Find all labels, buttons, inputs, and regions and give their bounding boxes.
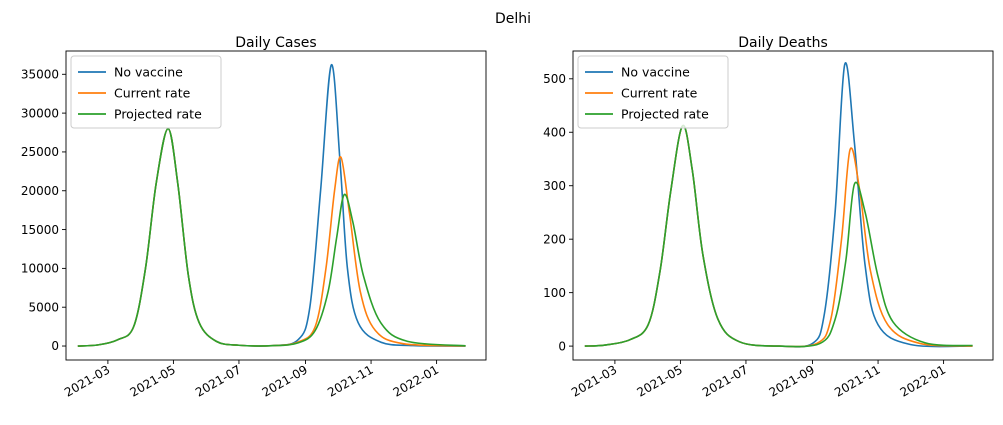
y-tick-label-cases: 10000 (21, 262, 59, 276)
x-tick-label-deaths: 2021-07 (700, 362, 750, 399)
plot-frame-cases (65, 50, 487, 361)
series-lines-deaths (584, 62, 973, 348)
y-tick-label-cases: 35000 (21, 67, 59, 81)
y-tick-label-cases: 5000 (28, 300, 59, 314)
x-tick-label-deaths: 2021-11 (832, 362, 882, 399)
x-tick-label-deaths: 2021-03 (569, 362, 619, 399)
y-tick-label-deaths: 100 (543, 286, 566, 300)
x-tick-label-cases: 2022-01 (391, 362, 441, 399)
y-tick-label-deaths: 300 (543, 179, 566, 193)
series-line-deaths-current-rate (584, 125, 973, 348)
x-tick-label-deaths: 2021-09 (767, 362, 817, 399)
x-tick-label-cases: 2021-07 (193, 362, 243, 399)
y-tick-label-cases: 15000 (21, 223, 59, 237)
y-tick-label-cases: 0 (51, 339, 59, 353)
x-tick-label-deaths: 2022-01 (898, 362, 948, 399)
x-tick-label-cases: 2021-09 (260, 362, 310, 399)
series-line-deaths-projected-rate (584, 125, 973, 348)
plot-frame-deaths (572, 50, 994, 361)
legend-cases: No vaccine Current rate Projected rate (70, 55, 222, 129)
y-tick-label-deaths: 500 (543, 72, 566, 86)
x-tick-label-deaths: 2021-05 (634, 362, 684, 399)
y-tick-label-cases: 25000 (21, 145, 59, 159)
chart-title-deaths: Daily Deaths (738, 35, 828, 51)
x-tick-label-cases: 2021-05 (127, 362, 177, 399)
series-line-cases-projected-rate (77, 127, 466, 347)
legend-label-deaths: No vaccine (621, 65, 690, 80)
figure-title: Delhi (495, 11, 531, 27)
legend-label-deaths: Projected rate (621, 107, 709, 122)
legend-label-deaths: Current rate (621, 86, 698, 101)
chart-title-cases: Daily Cases (235, 35, 316, 51)
series-lines-cases (77, 64, 466, 347)
y-tick-label-cases: 30000 (21, 106, 59, 120)
y-tick-label-deaths: 400 (543, 125, 566, 139)
y-tick-label-deaths: 0 (558, 339, 566, 353)
legend-label-cases: Projected rate (114, 107, 202, 122)
x-tick-label-cases: 2021-03 (62, 362, 112, 399)
daily-deaths-chart: Daily Deaths 0 100 200 300 400 500 2021-03 2021-… (543, 35, 994, 400)
legend-box-deaths (577, 55, 729, 129)
legend-label-cases: Current rate (114, 86, 191, 101)
legend-deaths: No vaccine Current rate Projected rate (577, 55, 729, 129)
legend-box-cases (70, 55, 222, 129)
daily-cases-chart: Daily Cases 0 5000 10000 15000 20000 25000 3000… (21, 35, 487, 400)
x-tick-label-cases: 2021-11 (325, 362, 375, 399)
y-tick-label-cases: 20000 (21, 184, 59, 198)
legend-label-cases: No vaccine (114, 65, 183, 80)
series-line-cases-current-rate (77, 127, 466, 347)
y-tick-label-deaths: 200 (543, 232, 566, 246)
